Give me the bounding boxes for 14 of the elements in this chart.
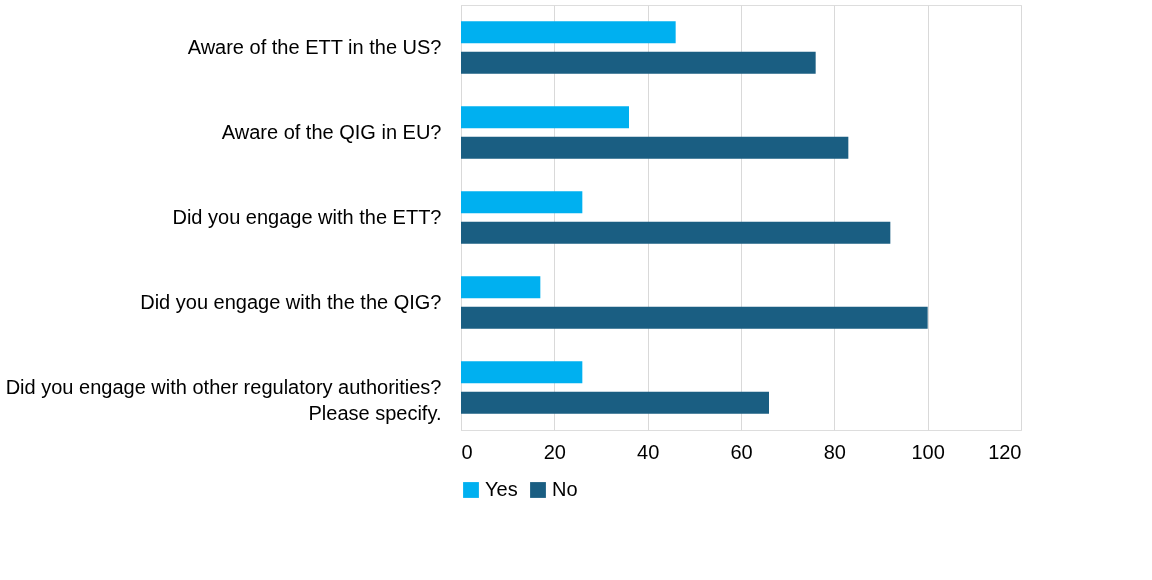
y-tick-label: Did you engage with the the QIG? [140,290,442,313]
x-tick-label: 40 [637,440,660,463]
x-tick-label: 20 [543,440,566,463]
legend-label: No [552,478,578,500]
x-tick-label: 100 [911,440,945,463]
y-tick-label: Did you engage with the ETT? [172,205,442,228]
y-tick-label: Aware of the QIG in EU? [221,120,442,143]
x-tick-label: 120 [988,440,1022,463]
x-tick-label: 80 [823,440,846,463]
x-tick-label: 60 [730,440,753,463]
y-tick-label: Did you engage with other regulatory authorities? Please specify. [5,375,442,424]
legend-label: Yes [485,478,518,500]
x-tick-label: 0 [461,440,473,463]
y-tick-label: Aware of the ETT in the US? [187,35,442,58]
